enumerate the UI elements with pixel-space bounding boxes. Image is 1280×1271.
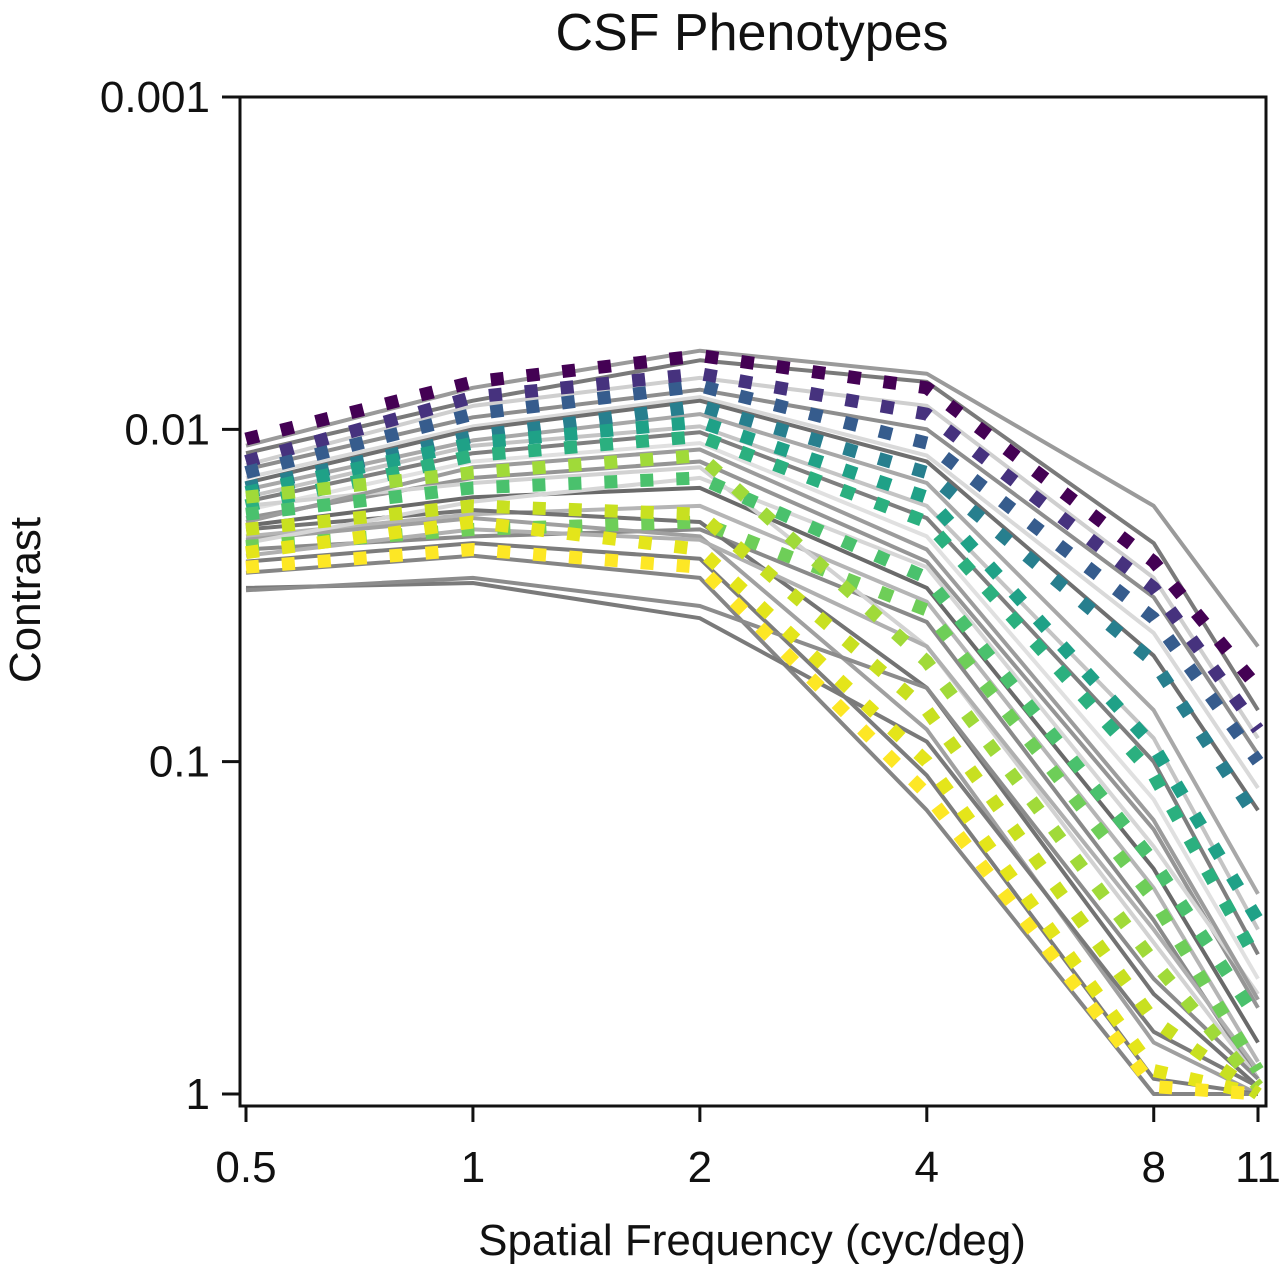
individual-line-5: [245, 395, 1260, 790]
phenotype-line-12: [245, 543, 1259, 1101]
x-axis: 0.5 1 2 4 8 11: [215, 1106, 1280, 1192]
plot-frame: [238, 95, 1268, 1108]
y-axis: 0.001 0.01 0.1 1: [100, 73, 240, 1119]
x-tick-label: 11: [1235, 1143, 1280, 1192]
individual-line-12: [245, 485, 1260, 1044]
individual-line-17: [245, 516, 1259, 1096]
individual-line-14: [245, 527, 1260, 1080]
individual-line-21: [245, 575, 1260, 1081]
phenotype-line-3: [244, 379, 1264, 766]
y-tick-label: 0.1: [149, 738, 210, 787]
phenotype-line-1: [244, 349, 1264, 693]
phenotype-line-9: [245, 449, 1263, 1091]
phenotype-line-4: [244, 399, 1264, 824]
phenotype-line-10: [245, 499, 1262, 1100]
y-axis-label: Contrast: [1, 517, 50, 683]
chart-title: CSF Phenotypes: [555, 4, 948, 62]
phenotype-lines: [244, 349, 1264, 1101]
x-tick-label: 2: [688, 1143, 712, 1192]
phenotype-line-2: [244, 367, 1264, 734]
individual-line-1: [245, 348, 1260, 648]
y-tick-label: 0.01: [124, 405, 210, 454]
y-tick-label: 1: [186, 1070, 210, 1119]
individual-line-11: [245, 459, 1260, 1009]
individual-line-7: [245, 412, 1260, 895]
individual-line-20: [245, 581, 1259, 1089]
phenotype-line-8: [245, 515, 1264, 1074]
x-tick-label: 4: [915, 1143, 939, 1192]
individual-lines: [245, 348, 1260, 1096]
x-tick-label: 0.5: [215, 1143, 276, 1192]
phenotype-line-6: [244, 429, 1264, 965]
x-tick-label: 8: [1141, 1143, 1165, 1192]
phenotype-line-5: [244, 415, 1264, 924]
phenotype-line-7: [245, 471, 1264, 1024]
x-tick-label: 1: [461, 1143, 485, 1192]
y-tick-label: 0.001: [100, 73, 210, 122]
x-axis-label: Spatial Frequency (cyc/deg): [478, 1216, 1026, 1265]
phenotype-line-11: [245, 515, 1260, 1101]
